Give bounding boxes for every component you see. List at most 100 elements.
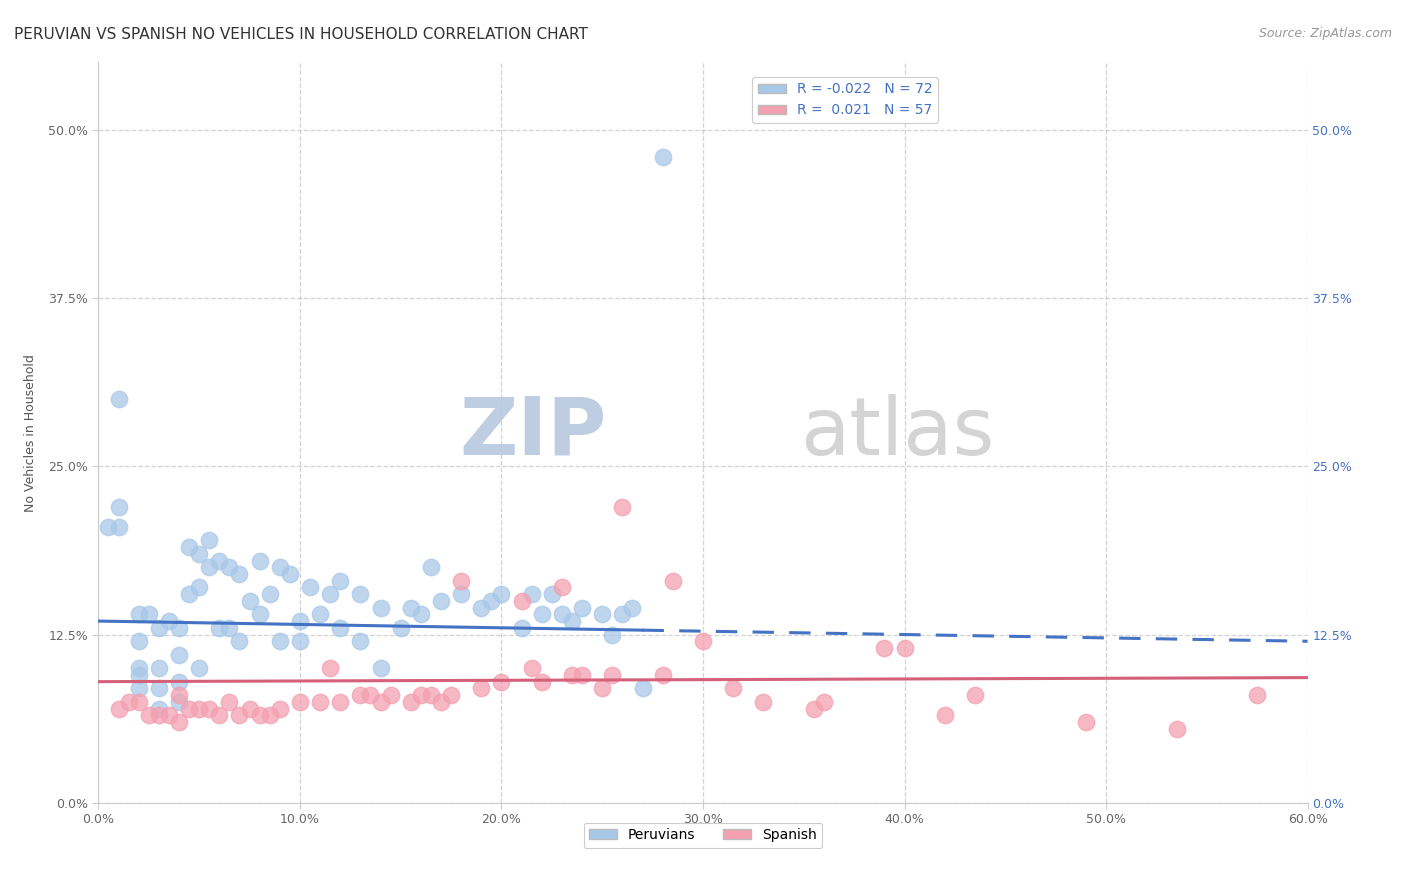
Point bbox=[551, 607, 574, 622]
Point bbox=[269, 560, 291, 574]
Point bbox=[360, 688, 382, 702]
Point bbox=[319, 661, 342, 675]
Point bbox=[409, 607, 432, 622]
Point bbox=[107, 520, 129, 534]
Point bbox=[198, 701, 221, 715]
Point bbox=[440, 688, 463, 702]
Y-axis label: No Vehicles in Household: No Vehicles in Household bbox=[24, 354, 37, 511]
Point bbox=[239, 701, 262, 715]
Point bbox=[148, 621, 170, 635]
Point bbox=[752, 695, 775, 709]
Point bbox=[591, 607, 613, 622]
Point bbox=[409, 688, 432, 702]
Point bbox=[138, 708, 160, 723]
Point bbox=[167, 674, 190, 689]
Legend: Peruvians, Spanish: Peruvians, Spanish bbox=[583, 822, 823, 847]
Point bbox=[179, 540, 201, 554]
Point bbox=[179, 587, 201, 601]
Point bbox=[813, 695, 835, 709]
Point bbox=[571, 600, 593, 615]
Point bbox=[188, 547, 211, 561]
Point bbox=[510, 621, 533, 635]
Point bbox=[269, 634, 291, 648]
Point bbox=[399, 600, 422, 615]
Point bbox=[470, 600, 492, 615]
Point bbox=[288, 614, 311, 628]
Point bbox=[481, 594, 503, 608]
Point bbox=[128, 668, 150, 682]
Point bbox=[602, 627, 624, 641]
Point bbox=[389, 621, 412, 635]
Point bbox=[370, 600, 392, 615]
Point bbox=[551, 581, 574, 595]
Point bbox=[470, 681, 492, 696]
Point bbox=[380, 688, 402, 702]
Point bbox=[118, 695, 141, 709]
Point bbox=[651, 150, 673, 164]
Point bbox=[188, 701, 211, 715]
Point bbox=[1246, 688, 1268, 702]
Point bbox=[965, 688, 987, 702]
Point bbox=[97, 520, 120, 534]
Point bbox=[218, 560, 240, 574]
Point bbox=[259, 587, 281, 601]
Point bbox=[803, 701, 825, 715]
Point bbox=[157, 614, 180, 628]
Point bbox=[561, 614, 583, 628]
Point bbox=[420, 688, 443, 702]
Point bbox=[107, 701, 129, 715]
Point bbox=[349, 688, 371, 702]
Point bbox=[651, 668, 673, 682]
Point bbox=[228, 708, 250, 723]
Point bbox=[399, 695, 422, 709]
Point bbox=[692, 634, 714, 648]
Point bbox=[208, 708, 231, 723]
Point bbox=[148, 681, 170, 696]
Point bbox=[167, 714, 190, 729]
Point bbox=[259, 708, 281, 723]
Point bbox=[208, 553, 231, 567]
Point bbox=[540, 587, 562, 601]
Point bbox=[208, 621, 231, 635]
Point bbox=[934, 708, 956, 723]
Point bbox=[631, 681, 654, 696]
Point bbox=[107, 500, 129, 514]
Point bbox=[420, 560, 443, 574]
Point bbox=[278, 566, 301, 581]
Point bbox=[128, 661, 150, 675]
Point bbox=[661, 574, 683, 588]
Point bbox=[612, 500, 634, 514]
Text: PERUVIAN VS SPANISH NO VEHICLES IN HOUSEHOLD CORRELATION CHART: PERUVIAN VS SPANISH NO VEHICLES IN HOUSE… bbox=[14, 27, 588, 42]
Point bbox=[612, 607, 634, 622]
Point bbox=[510, 594, 533, 608]
Point bbox=[370, 695, 392, 709]
Point bbox=[329, 574, 352, 588]
Point bbox=[1074, 714, 1097, 729]
Point bbox=[430, 594, 453, 608]
Text: atlas: atlas bbox=[800, 393, 994, 472]
Point bbox=[198, 560, 221, 574]
Point bbox=[491, 674, 513, 689]
Point bbox=[873, 640, 896, 655]
Point bbox=[893, 640, 915, 655]
Point bbox=[520, 587, 543, 601]
Point bbox=[218, 621, 240, 635]
Point bbox=[128, 634, 150, 648]
Point bbox=[491, 587, 513, 601]
Text: ZIP: ZIP bbox=[458, 393, 606, 472]
Point bbox=[309, 607, 332, 622]
Point bbox=[309, 695, 332, 709]
Point bbox=[148, 708, 170, 723]
Point bbox=[107, 392, 129, 406]
Point bbox=[148, 661, 170, 675]
Point bbox=[179, 701, 201, 715]
Point bbox=[228, 566, 250, 581]
Point bbox=[319, 587, 342, 601]
Point bbox=[349, 587, 371, 601]
Point bbox=[138, 607, 160, 622]
Point bbox=[520, 661, 543, 675]
Point bbox=[530, 674, 553, 689]
Point bbox=[198, 533, 221, 548]
Point bbox=[571, 668, 593, 682]
Point bbox=[167, 695, 190, 709]
